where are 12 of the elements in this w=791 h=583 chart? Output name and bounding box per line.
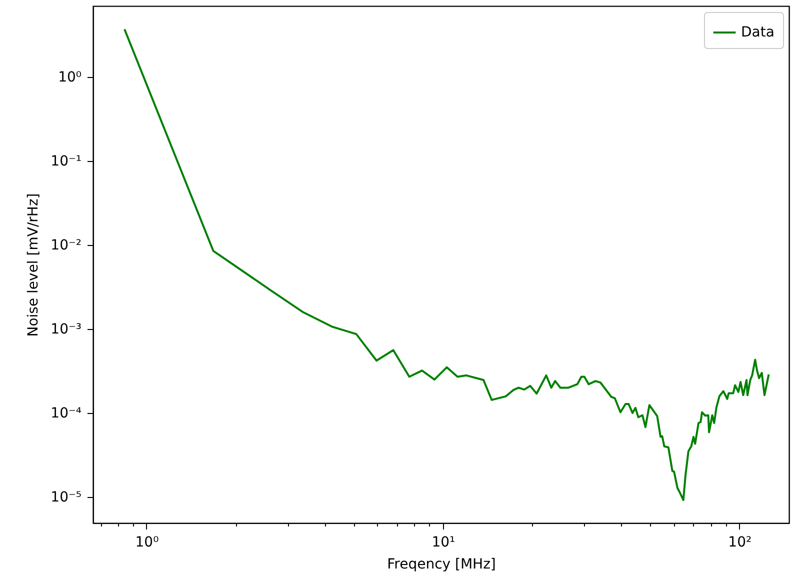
y-tick-label: 10⁻² — [50, 237, 82, 254]
y-tick-label: 10⁰ — [58, 69, 82, 86]
y-tick-label: 10⁻⁴ — [50, 405, 82, 422]
x-tick-label: 10² — [728, 534, 752, 550]
x-tick-label: 10¹ — [432, 534, 456, 550]
y-tick-label: 10⁻⁵ — [50, 489, 82, 506]
x-tick-label: 10⁰ — [135, 534, 160, 550]
legend-label: Data — [741, 24, 774, 40]
x-axis-title: Freqency [MHz] — [387, 556, 496, 572]
y-tick-label: 10⁻¹ — [50, 153, 82, 170]
y-tick-label: 10⁻³ — [50, 321, 82, 338]
y-axis-title: Noise level [mV/rHz] — [26, 193, 42, 337]
